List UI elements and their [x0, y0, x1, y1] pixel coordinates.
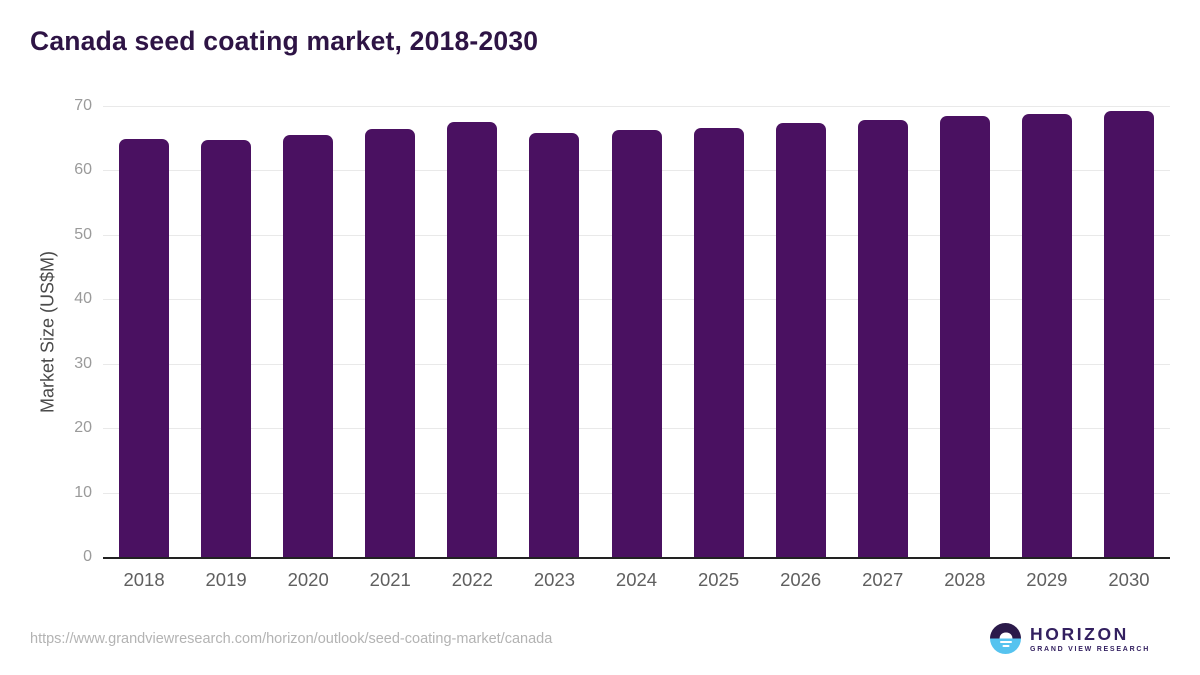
footer: https://www.grandviewresearch.com/horizo… — [0, 612, 1200, 667]
bar-2022 — [447, 122, 498, 557]
y-tick-label-0: 0 — [83, 548, 92, 565]
bar-2018 — [119, 138, 170, 557]
x-tick-label-2024: 2024 — [615, 569, 658, 590]
x-tick-label-2019: 2019 — [205, 569, 247, 590]
bar-2024 — [611, 129, 662, 557]
x-tick-label-2023: 2023 — [533, 569, 575, 590]
bar-2020 — [283, 135, 334, 557]
x-tick-label-2030: 2030 — [1108, 569, 1150, 590]
y-tick-label-70: 70 — [74, 97, 92, 114]
y-tick-label-20: 20 — [74, 419, 92, 437]
logo-text: HORIZON GRAND VIEW RESEARCH — [1030, 623, 1150, 653]
bar-2019 — [201, 140, 252, 557]
bar-2026 — [775, 123, 826, 557]
y-tick-label-10: 10 — [74, 483, 92, 501]
x-tick-label-2027: 2027 — [862, 569, 904, 590]
bar-2023 — [529, 133, 580, 557]
bar-2029 — [1021, 114, 1072, 557]
plot-area — [103, 106, 1170, 559]
horizon-logo-icon — [990, 623, 1022, 654]
x-tick-label-2018: 2018 — [123, 569, 165, 590]
x-tick-label-2022: 2022 — [451, 569, 493, 590]
bar-2021 — [365, 128, 416, 557]
x-tick-label-2021: 2021 — [369, 569, 411, 590]
logo-wave-shape — [999, 640, 1012, 643]
logo-wave-shape — [1002, 644, 1010, 647]
y-tick-label-40: 40 — [74, 290, 92, 308]
y-axis-title: Market Size (US$M) — [37, 250, 58, 414]
brand-name: HORIZON — [1030, 623, 1129, 644]
x-tick-label-2020: 2020 — [287, 569, 329, 590]
chart-title: Canada seed coating market, 2018-2030 — [30, 26, 539, 56]
x-tick-label-2029: 2029 — [1026, 569, 1068, 590]
bar-2025 — [693, 127, 744, 557]
gridline-y-70 — [103, 106, 1170, 107]
x-tick-label-2026: 2026 — [780, 569, 822, 590]
x-tick-label-2025: 2025 — [697, 569, 740, 590]
brand-logo: HORIZON GRAND VIEW RESEARCH — [990, 623, 1150, 654]
y-tick-label-60: 60 — [74, 161, 92, 179]
bar-2030 — [1103, 110, 1154, 557]
y-tick-label-30: 30 — [74, 354, 92, 372]
brand-tagline: GRAND VIEW RESEARCH — [1030, 645, 1150, 653]
logo-sun-shape — [999, 632, 1013, 639]
bar-2028 — [939, 116, 990, 557]
x-tick-label-2028: 2028 — [944, 569, 986, 590]
bar-2027 — [857, 120, 908, 557]
y-tick-label-50: 50 — [74, 225, 92, 243]
source-url: https://www.grandviewresearch.com/horizo… — [30, 631, 553, 647]
